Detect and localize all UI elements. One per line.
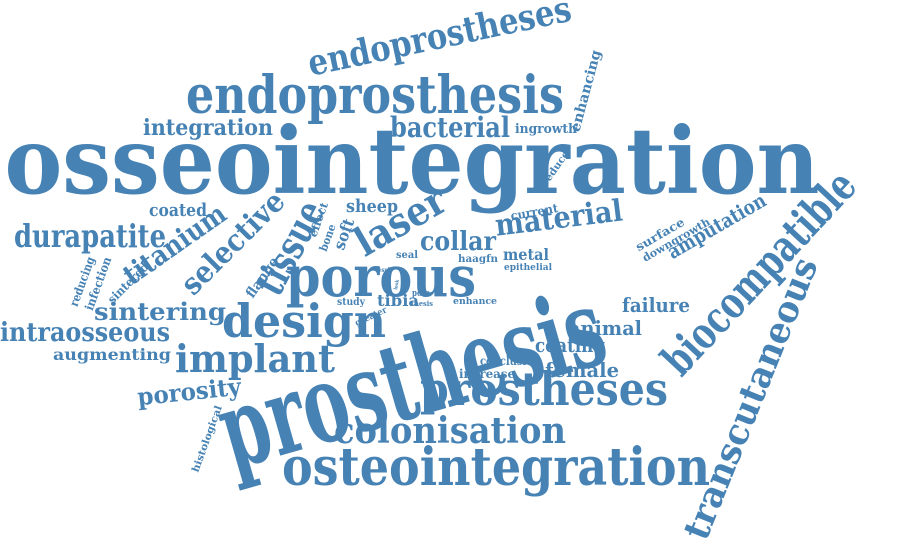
word-enhance: enhance [453,297,497,307]
word-sheep: sheep [346,196,398,217]
word-integration: integration [143,115,273,141]
word-seal: seal [396,250,418,261]
word-tibia: tibia [377,291,419,310]
word-conclusion: conclusion [480,354,540,368]
word-bacterial: bacterial [390,111,510,144]
word-failure: failure [622,293,690,317]
word-design: design [222,294,386,348]
word-collar: collar [420,227,496,257]
word-porous: porous [286,244,476,310]
word-prostheses: prostheses [420,362,668,416]
word-study: study [337,297,366,308]
word-sintering: sintering [94,297,226,326]
word-haagfn: haagfn [458,254,499,265]
word-implant: implant [175,336,335,381]
word-epithelial: epithelial [504,263,553,273]
word-pore: pore [412,289,430,299]
word-colonisation: colonisation [334,410,566,452]
word-thesis: thesis [411,299,433,308]
word-increase: increase [459,367,515,381]
word-female: female [545,358,619,382]
word-durapatite: durapatite [14,217,166,255]
word-animal: animal [568,316,642,340]
word-osteointegration: osteointegration [282,437,710,498]
word-augmenting: augmenting [53,345,171,364]
word-endoprosthesis: endoprosthesis [186,65,564,126]
word-coating: coating [535,333,605,357]
word-result: result [376,267,392,274]
word-osseointegration: osseointegration [5,107,820,215]
word-histological: histological [191,404,225,474]
word-ingrowth: ingrowth [515,122,578,137]
word-intraosseous: intraosseous [0,318,170,348]
word-coated: coated [149,200,207,221]
word-look: look [393,279,401,290]
word-metal: metal [503,245,549,264]
